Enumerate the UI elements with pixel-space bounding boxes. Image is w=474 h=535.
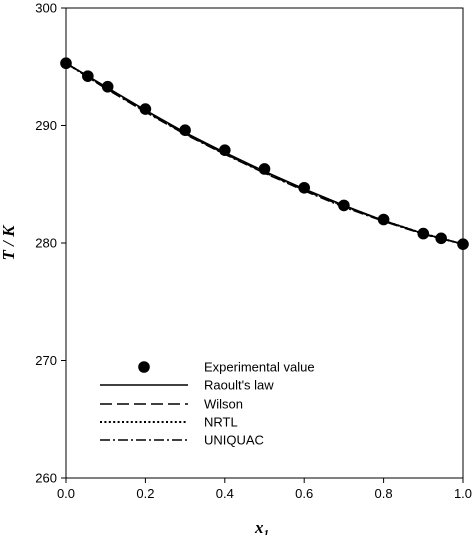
- x-tick-label-2: 0.4: [216, 486, 234, 501]
- data-point-12: [457, 238, 469, 250]
- x-axis-title-subscript: 1: [264, 528, 270, 535]
- y-tick-label-0: 260: [35, 471, 57, 486]
- legend-label-uniquac: UNIQUAC: [204, 433, 264, 448]
- data-point-10: [417, 227, 430, 240]
- data-point-11: [435, 232, 447, 245]
- legend-label-wilson: Wilson: [204, 397, 243, 412]
- series-line-wilson: [65, 62, 464, 245]
- y-tick-label-1: 270: [35, 353, 57, 368]
- data-point-2: [101, 80, 114, 93]
- x-axis-title-main: x: [254, 518, 264, 535]
- y-tick-label-3: 290: [35, 118, 57, 133]
- data-point-8: [338, 199, 350, 212]
- data-point-4: [179, 124, 191, 136]
- legend-label-experimental-value: Experimental value: [204, 360, 315, 375]
- plot-area: [65, 7, 464, 479]
- data-point-9: [377, 213, 390, 226]
- data-point-0: [60, 57, 72, 70]
- y-tick-label-2: 280: [35, 236, 57, 251]
- legend: Experimental value Raoult's law Wilson NRTL…: [100, 360, 315, 448]
- legend-label-nrtl: NRTL: [204, 415, 238, 430]
- legend-marker-experimental-value: [138, 361, 150, 373]
- data-point-3: [139, 103, 152, 115]
- y-axis-title: T / K: [0, 224, 18, 261]
- series-line-uniquac: [65, 62, 464, 245]
- series-layer: [60, 57, 469, 250]
- x-axis-title: x1: [254, 518, 269, 535]
- legend-label-raoult-s-law: Raoult's law: [204, 378, 274, 393]
- x-tick-label-4: 0.8: [375, 486, 393, 501]
- y-tick-label-4: 300: [35, 1, 57, 16]
- x-tick-label-0: 0.0: [57, 486, 75, 501]
- x-tick-label-1: 0.2: [136, 486, 154, 501]
- data-point-7: [298, 181, 311, 194]
- axes-layer: 0.0 0.2 0.4 0.6 0.8 1.0 260 270 280 290 300: [35, 1, 472, 502]
- x-tick-label-3: 0.6: [295, 486, 313, 501]
- data-point-5: [219, 144, 231, 156]
- x-tick-label-5: 1.0: [454, 486, 472, 501]
- plot-frame: [65, 7, 464, 479]
- series-line-raoult-s-law: [65, 62, 464, 245]
- data-point-6: [258, 163, 271, 175]
- data-point-1: [82, 70, 94, 82]
- series-line-nrtl: [65, 62, 464, 246]
